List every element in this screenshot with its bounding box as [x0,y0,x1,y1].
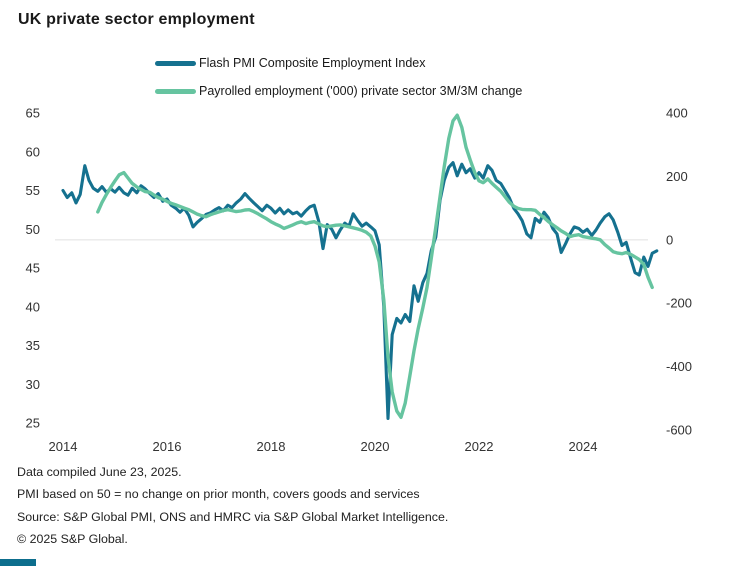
x-axis-tick-label: 2014 [49,439,78,454]
left-axis-tick-label: 45 [26,261,40,276]
left-axis-tick-label: 55 [26,183,40,198]
payroll-series-line [96,113,654,419]
x-axis-tick-label: 2018 [257,439,286,454]
left-axis-tick-label: 65 [26,106,40,121]
chart-legend: Flash PMI Composite Employment Index Pay… [155,53,522,109]
left-axis-tick-label: 30 [26,377,40,392]
brand-corner-bar [0,559,36,566]
footnote-source: Source: S&P Global PMI, ONS and HMRC via… [17,509,449,524]
legend-label-pmi: Flash PMI Composite Employment Index [199,56,426,70]
legend-label-payroll: Payrolled employment ('000) private sect… [199,84,523,98]
right-axis-tick-label: 0 [666,232,673,247]
left-axis-tick-label: 50 [26,222,40,237]
legend-item-payroll: Payrolled employment ('000) private sect… [155,81,522,101]
left-axis-tick-label: 35 [26,338,40,353]
x-axis-tick-label: 2022 [465,439,494,454]
left-axis-tick-label: 40 [26,299,40,314]
legend-item-pmi: Flash PMI Composite Employment Index [155,53,522,73]
footnote-pmi-definition: PMI based on 50 = no change on prior mon… [17,487,420,502]
left-axis-tick-label: 25 [26,416,40,431]
right-axis-tick-label: -400 [666,359,692,374]
x-axis-tick-label: 2020 [361,439,390,454]
page-title: UK private sector employment [18,11,255,28]
pmi-line-swatch-icon [155,60,196,66]
x-axis-tick-label: 2016 [153,439,182,454]
payroll-line-swatch-icon [155,88,196,94]
line-chart: 65 60 55 50 45 40 35 30 25 400 200 0 -200 -400 -600 201… [26,106,693,455]
x-axis-tick-label: 2024 [569,439,598,454]
right-axis-tick-label: -600 [666,423,692,438]
right-axis-tick-label: -200 [666,296,692,311]
left-axis-tick-label: 60 [26,144,40,159]
chart-footnotes: Data compiled June 23, 2025. PMI based o… [17,461,448,551]
footnote-compiled: Data compiled June 23, 2025. [17,465,182,479]
right-axis-tick-label: 400 [666,106,688,121]
footnote-copyright: © 2025 S&P Global. [17,532,128,547]
right-axis-tick-label: 200 [666,169,688,184]
pmi-series-line [61,161,659,420]
